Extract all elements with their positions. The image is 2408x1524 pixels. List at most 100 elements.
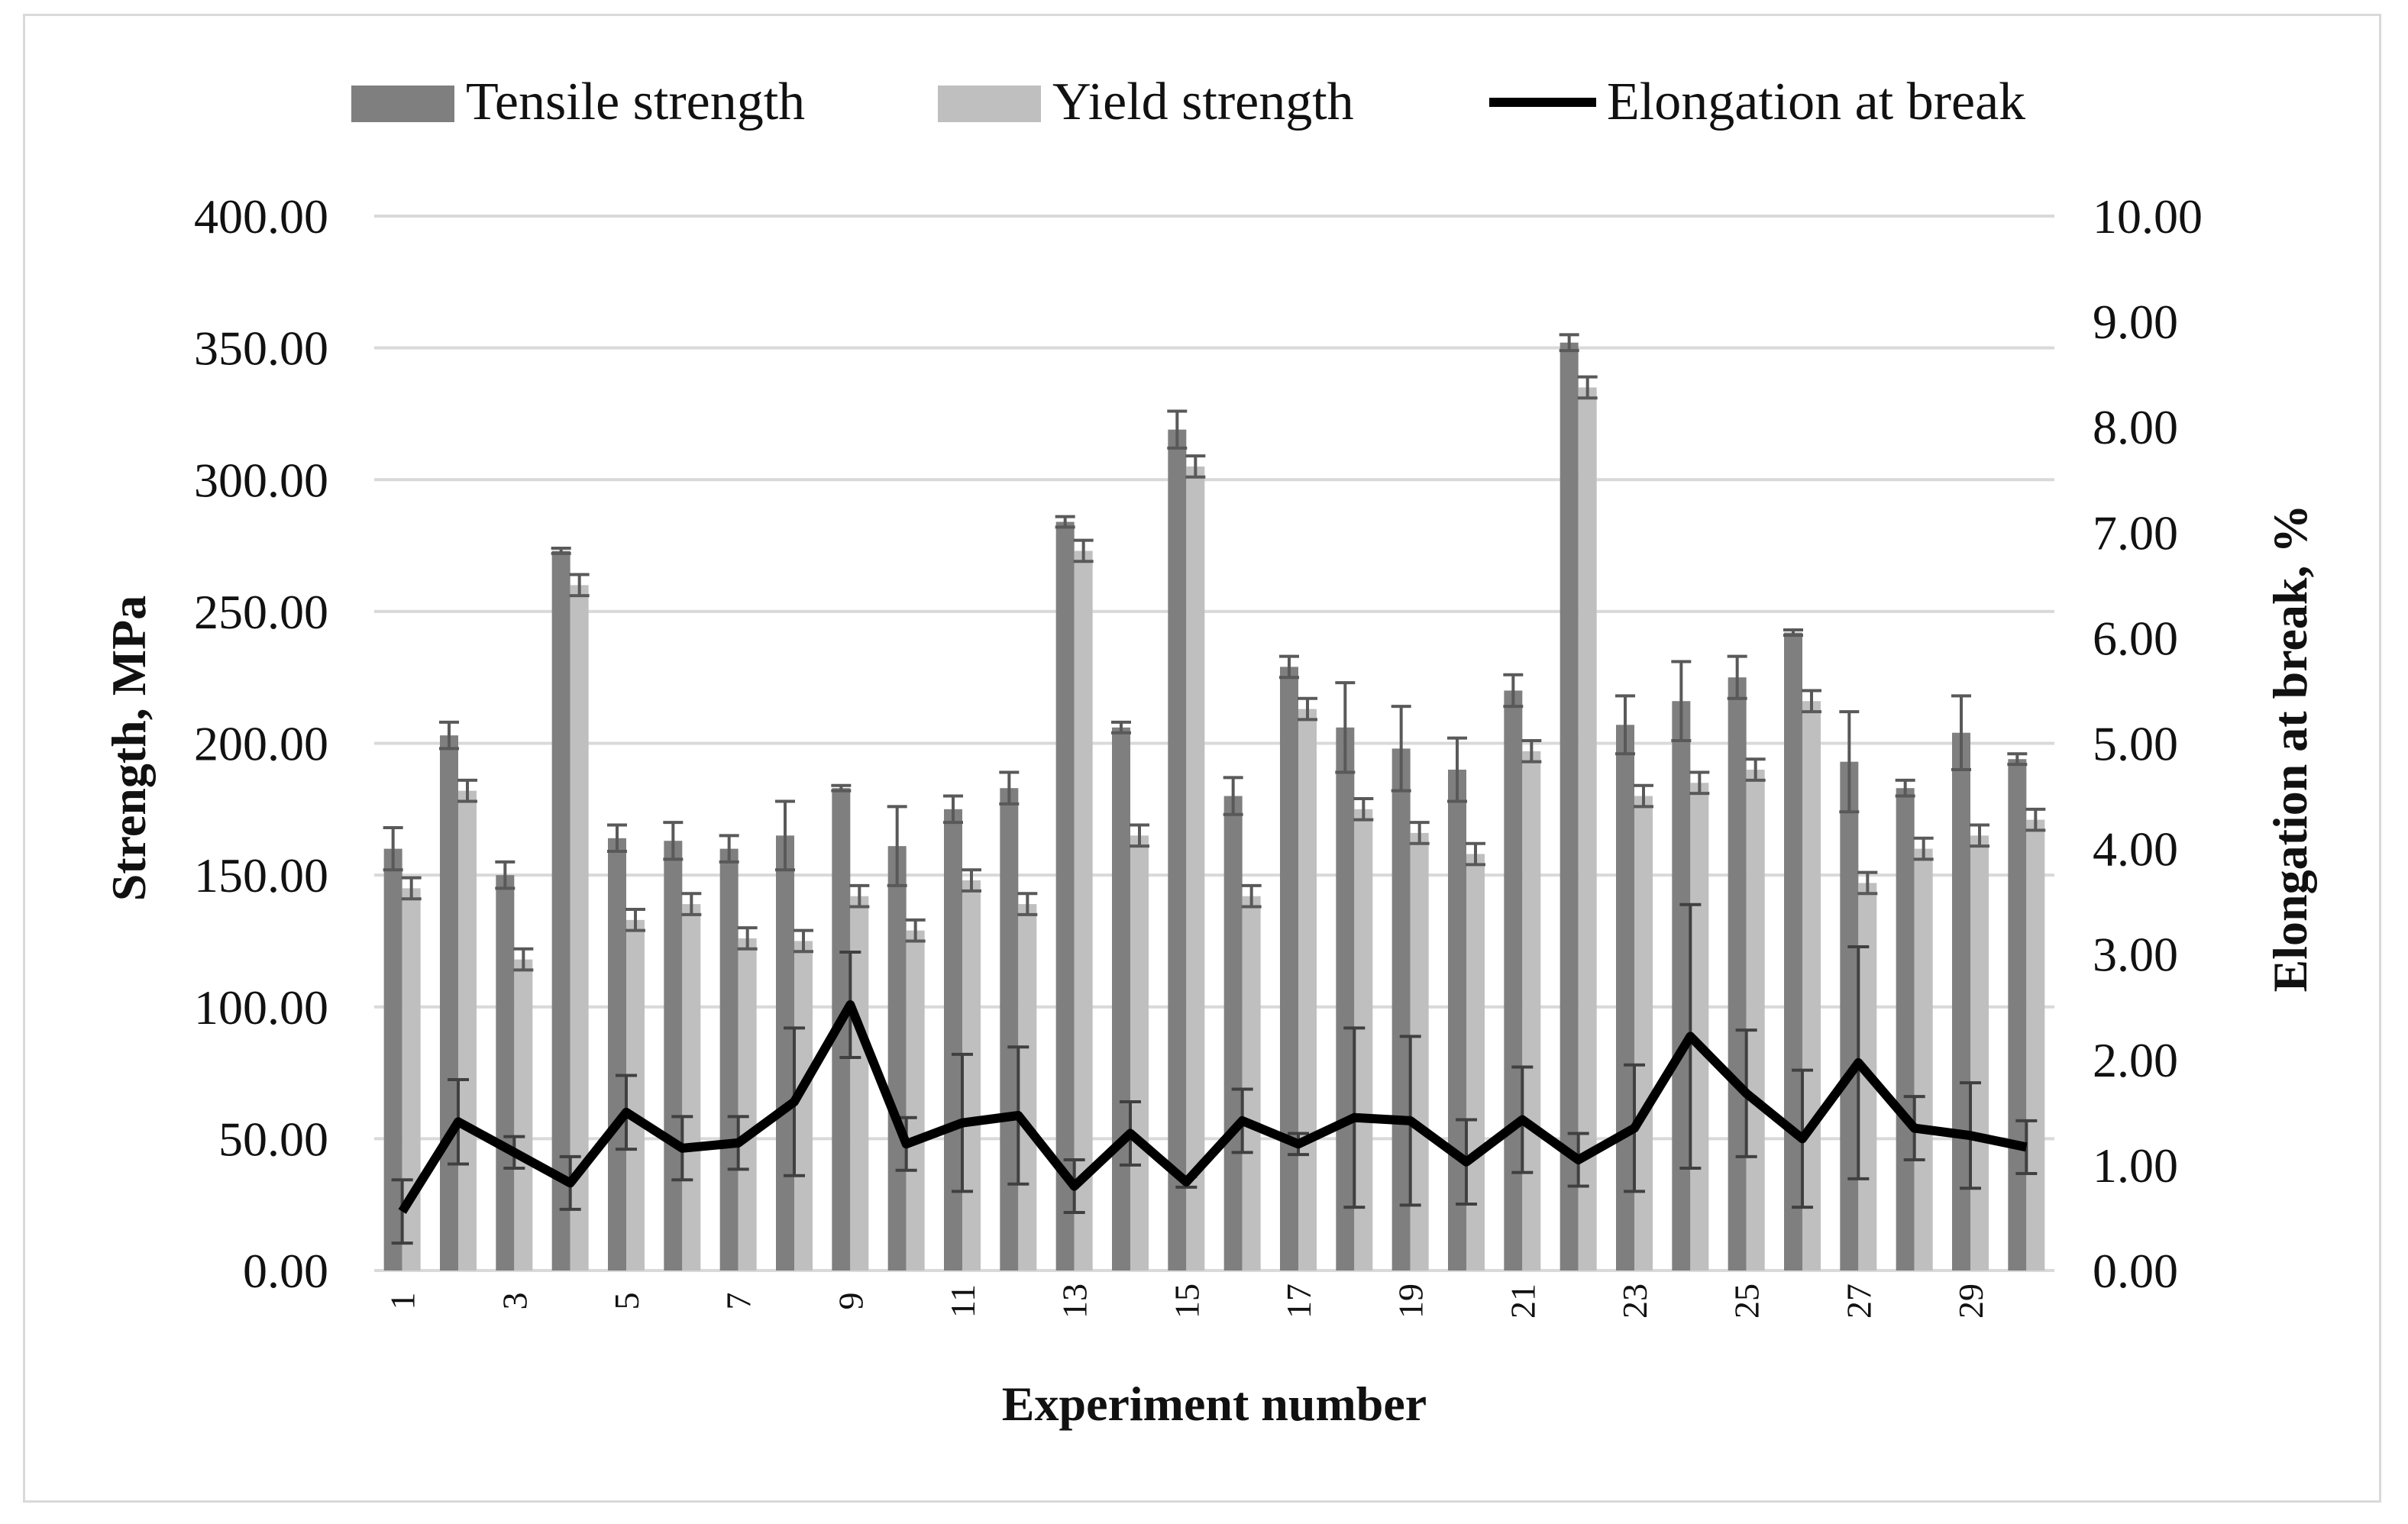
- bar-yield: [1634, 796, 1653, 1271]
- y-tick-label: 50.00: [218, 1112, 328, 1166]
- bar-tensile: [664, 841, 683, 1271]
- y-axis-title: Strength, MPa: [102, 596, 156, 902]
- bar-tensile: [887, 846, 907, 1271]
- x-tick-label: 1: [383, 1293, 422, 1310]
- legend-label-elongation: Elongation at break: [1607, 73, 2025, 131]
- bar-tensile: [1896, 788, 1915, 1271]
- bar-yield: [514, 959, 533, 1271]
- bar-yield: [794, 941, 813, 1271]
- bar-yield: [626, 919, 645, 1271]
- bar-tensile: [1336, 727, 1355, 1271]
- x-tick-label: 21: [1503, 1283, 1542, 1319]
- x-tick-label: 23: [1615, 1283, 1654, 1319]
- y2-tick-label: 9.00: [2093, 295, 2178, 349]
- bar-tensile: [719, 848, 739, 1271]
- x-tick-label: 27: [1839, 1283, 1878, 1319]
- bar-tensile: [1728, 677, 1747, 1271]
- bar-yield: [1354, 809, 1373, 1271]
- bar-tensile: [1000, 788, 1019, 1271]
- x-tick-label: 25: [1728, 1283, 1766, 1319]
- elongation-line: [398, 999, 2028, 1214]
- y-tick-label: 350.00: [194, 321, 328, 376]
- x-axis-ticks: 1 3 5 7 9 11 13 15 17 19 21 23 25 27 29: [383, 1283, 1990, 1319]
- bar-yield: [738, 938, 757, 1271]
- y2-tick-label: 8.00: [2093, 400, 2178, 454]
- y2-tick-label: 0.00: [2093, 1244, 2178, 1298]
- bar-yield: [1074, 551, 1093, 1271]
- legend: Tensile strength Yield strength Elongati…: [351, 73, 2025, 131]
- bar-tensile: [776, 835, 794, 1271]
- bar-yield: [1746, 770, 1765, 1271]
- bar-tensile: [944, 809, 962, 1271]
- bar-tensile: [1504, 690, 1523, 1271]
- legend-label-yield: Yield strength: [1052, 73, 1354, 131]
- y2-tick-label: 4.00: [2093, 822, 2178, 877]
- bar-yield: [906, 930, 925, 1271]
- y-tick-label: 400.00: [194, 189, 328, 244]
- bar-yield: [1410, 832, 1429, 1271]
- x-tick-label: 15: [1167, 1283, 1206, 1319]
- bar-tensile: [440, 735, 458, 1271]
- gridlines: [374, 215, 2054, 1272]
- bar-tensile: [1223, 796, 1243, 1271]
- bar-tensile: [1840, 761, 1859, 1271]
- bar-yield: [1186, 466, 1205, 1271]
- bar-tensile: [383, 848, 402, 1271]
- bar-yield: [1130, 835, 1149, 1271]
- bar-yield: [962, 880, 981, 1271]
- bar-tensile: [1672, 701, 1691, 1271]
- bar-yield: [1018, 904, 1037, 1271]
- x-tick-label: 13: [1055, 1283, 1094, 1319]
- bar-yield: [458, 790, 477, 1271]
- y2-tick-label: 5.00: [2093, 717, 2178, 771]
- legend-swatch-yield: [938, 86, 1041, 122]
- y-tick-label: 100.00: [194, 980, 328, 1035]
- bar-yield: [1802, 701, 1821, 1271]
- x-tick-label: 9: [831, 1293, 870, 1310]
- y2-tick-label: 1.00: [2093, 1138, 2178, 1193]
- y-tick-label: 250.00: [194, 585, 328, 639]
- bar-tensile: [2008, 759, 2027, 1271]
- bar-yield: [1522, 751, 1541, 1271]
- bar-tensile: [551, 551, 570, 1271]
- x-tick-label: 7: [719, 1293, 758, 1310]
- bar-yield: [1690, 783, 1709, 1271]
- bar-yield: [1578, 387, 1597, 1271]
- y2-tick-label: 3.00: [2093, 928, 2178, 982]
- bar-tensile: [1112, 727, 1130, 1271]
- bar-tensile: [1784, 632, 1802, 1271]
- y-tick-label: 200.00: [194, 717, 328, 771]
- y2-tick-label: 10.00: [2093, 189, 2203, 244]
- y2-tick-label: 6.00: [2093, 611, 2178, 665]
- bar-yield: [1242, 896, 1261, 1271]
- elongation-series-line: [398, 999, 2028, 1214]
- bar-tensile: [1168, 429, 1187, 1271]
- left-axis-ticks: 0.00 50.00 100.00 150.00 200.00 250.00 300.00 3…: [194, 189, 328, 1298]
- bar-yield: [1970, 835, 1989, 1271]
- y2-tick-label: 2.00: [2093, 1033, 2178, 1087]
- bar-yield: [1914, 848, 1933, 1271]
- right-axis-ticks: 0.00 1.00 2.00 3.00 4.00 5.00 6.00 7.00 8.00 9.00…: [2093, 189, 2203, 1298]
- x-tick-label: 17: [1279, 1283, 1318, 1319]
- bar-tensile: [608, 838, 626, 1271]
- x-tick-label: 29: [1951, 1283, 1990, 1319]
- legend-label-tensile: Tensile strength: [466, 73, 805, 131]
- bar-tensile: [496, 875, 515, 1271]
- bar-tensile: [1280, 667, 1298, 1271]
- x-tick-label: 3: [495, 1293, 534, 1310]
- y-tick-label: 0.00: [243, 1244, 328, 1298]
- x-tick-label: 5: [607, 1293, 646, 1310]
- bar-tensile: [1560, 342, 1579, 1271]
- bar-yield: [2026, 819, 2045, 1271]
- bar-tensile: [1055, 521, 1075, 1271]
- bar-yield: [682, 904, 701, 1271]
- x-tick-label: 11: [943, 1284, 982, 1318]
- x-tick-label: 19: [1391, 1283, 1430, 1319]
- bar-yield: [1466, 854, 1485, 1271]
- bar-tensile: [1616, 725, 1634, 1271]
- bar-yield: [850, 896, 869, 1271]
- bar-tensile: [1448, 770, 1466, 1271]
- x-axis-title: Experiment number: [1002, 1377, 1427, 1431]
- y2-axis-title: Elongation at break, %: [2263, 505, 2317, 993]
